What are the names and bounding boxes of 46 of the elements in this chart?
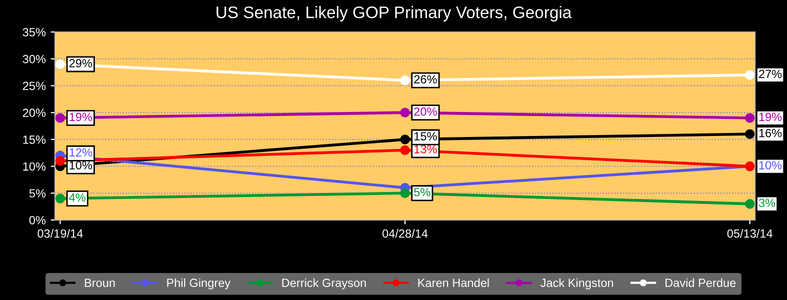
point [400,188,410,198]
y-tick-label: 10% [23,162,46,171]
point [744,199,755,209]
y-tick-label: 5% [29,189,46,198]
y-tick-label: 25% [22,82,46,90]
data-label: 20% [414,107,437,116]
data-label: 4% [69,193,86,202]
legend-label: Jack Kingston [540,278,614,290]
data-label: 19% [759,112,782,122]
y-tick-label: 0% [29,216,46,224]
data-label: 19% [70,112,92,122]
point [55,113,66,123]
point [55,156,66,166]
x-tick-label: 05/13/14 [727,229,772,238]
data-label: 26% [414,75,437,84]
y-tick-label: 20% [22,108,46,117]
legend-label: David Perdue [666,278,736,288]
data-label: 10% [70,161,92,170]
chart-title: US Senate, Likely GOP Primary Voters, Georgia [216,6,572,22]
data-label: 15% [414,132,437,140]
legend-label: Derrick Grayson [282,278,366,290]
point [744,113,755,123]
point [400,108,410,118]
y-tick-label: 30% [22,54,46,64]
y-tick-label: 15% [23,136,46,144]
point [400,145,410,156]
y-tick-label: 35% [22,28,46,36]
x-tick-label: 03/19/14 [38,229,83,238]
legend-label: Phil Gingrey [167,278,231,290]
data-label: 29% [69,59,92,68]
data-label: 5% [414,188,430,196]
legend-label: Karen Handel [418,278,489,288]
data-label: 13% [414,144,437,154]
legend-label: Broun [84,278,115,288]
point [55,194,66,204]
data-label: 12% [70,148,92,157]
data-label: 16% [759,128,782,138]
data-label: 10% [759,161,782,170]
point [55,59,66,70]
data-label: 3% [758,198,776,208]
point [744,129,755,139]
point [400,134,410,144]
point [744,70,755,80]
point [400,75,410,86]
x-tick-label: 04/28/14 [382,229,428,238]
data-label: 27% [759,70,782,78]
